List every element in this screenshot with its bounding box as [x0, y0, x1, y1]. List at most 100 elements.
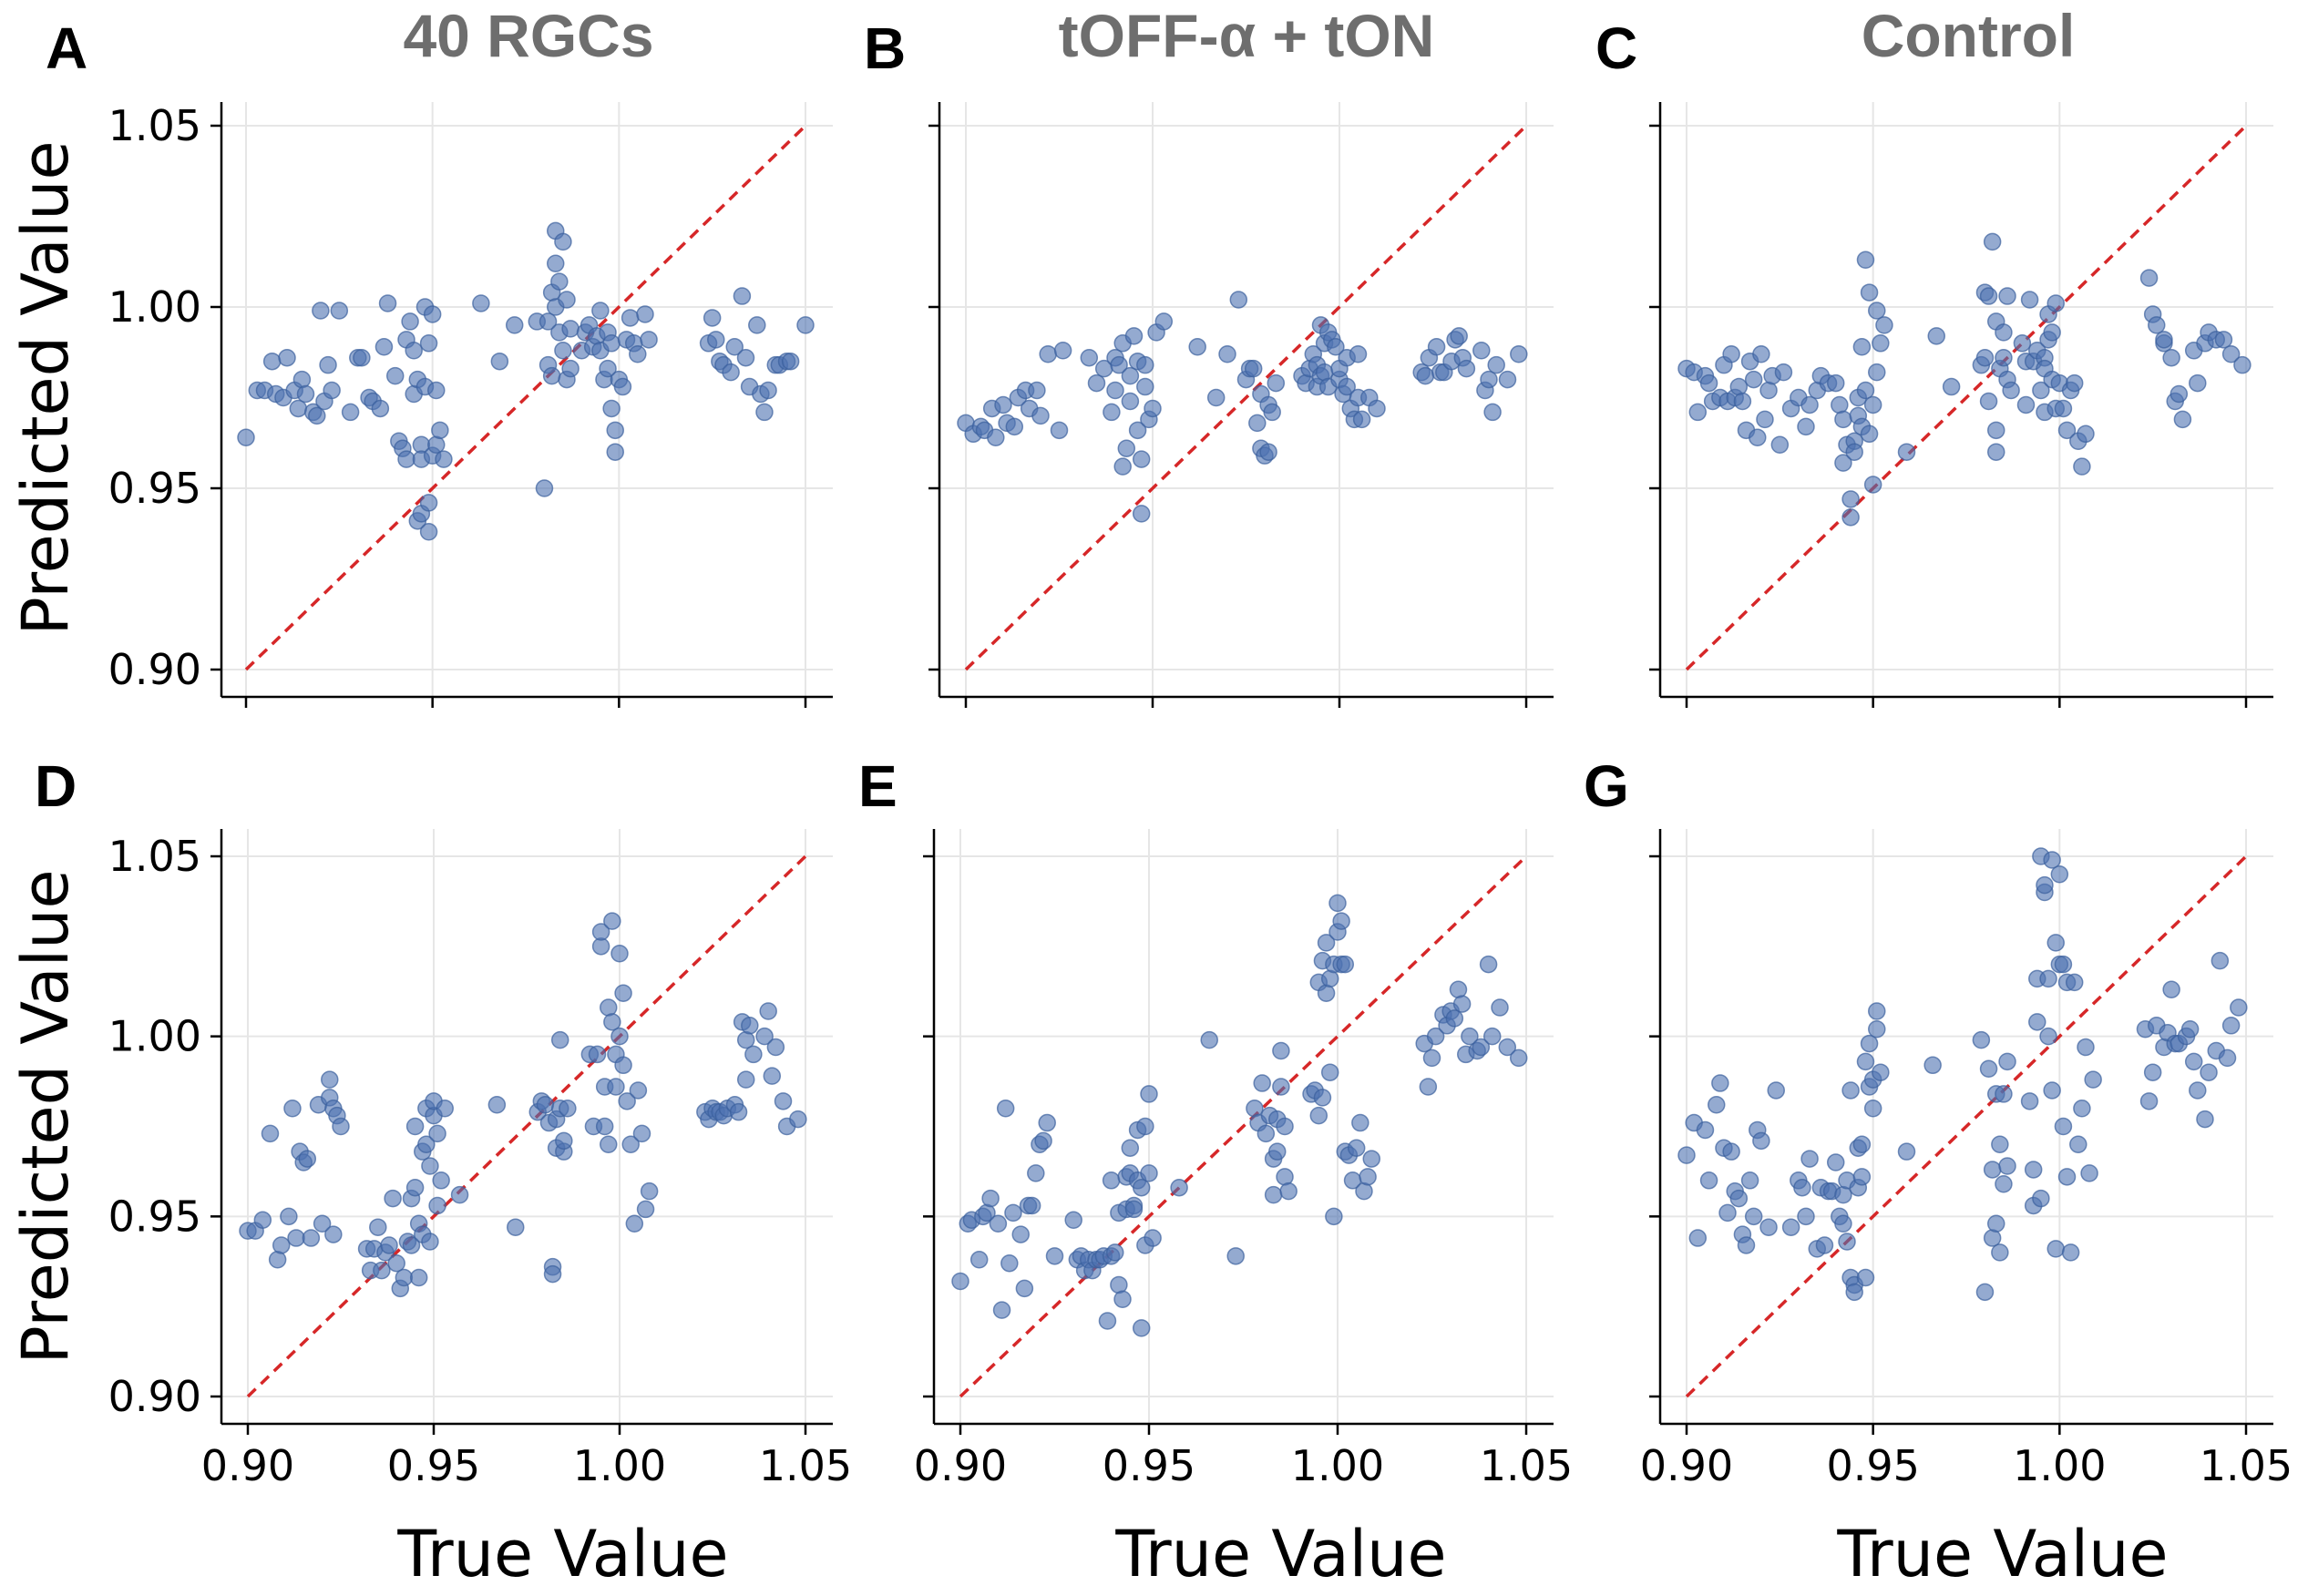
scatter-point — [1860, 425, 1879, 444]
scatter-point — [1140, 1085, 1158, 1103]
scatter-point — [2036, 875, 2054, 895]
scatter-point — [1979, 287, 1998, 305]
scatter-point — [1050, 421, 1069, 440]
y-tick-label: 0.90 — [108, 1372, 201, 1421]
scatter-point — [2046, 1240, 2065, 1258]
scatter-point — [1897, 443, 1916, 461]
scatter-point — [1015, 1279, 1034, 1298]
scatter-point — [558, 291, 576, 309]
scatter-point — [1206, 388, 1226, 407]
scatter-point — [621, 1135, 640, 1154]
identity-reference-line — [959, 854, 1528, 1398]
scatter-point — [1983, 1161, 2002, 1179]
scatter-point — [1317, 984, 1336, 1002]
scatter-point — [733, 287, 752, 305]
scatter-point — [1699, 1171, 1718, 1190]
scatter-point — [278, 348, 296, 367]
scatter-points — [1677, 232, 2252, 527]
scatter-point — [1144, 399, 1162, 418]
scatter-point — [2069, 1135, 2087, 1154]
scatter-point — [2148, 316, 2166, 334]
scatter-point — [1105, 1243, 1124, 1262]
scatter-point — [1140, 1164, 1158, 1182]
y-tick-label: 1.00 — [108, 282, 201, 332]
scatter-point — [561, 320, 580, 338]
scatter-point — [1983, 232, 2002, 251]
scatter-point — [1482, 1027, 1502, 1046]
scatter-point — [1132, 1319, 1151, 1337]
scatter-point — [1336, 955, 1355, 974]
scatter-point — [610, 1027, 629, 1046]
scatter-point — [1267, 373, 1286, 393]
scatter-point — [308, 406, 326, 425]
scatter-point — [2024, 1161, 2043, 1179]
scatter-point — [707, 331, 725, 349]
scatter-point — [1759, 381, 1778, 400]
scatter-point — [472, 294, 490, 312]
scatter-point — [2032, 1189, 2050, 1208]
scatter-point — [1102, 1171, 1121, 1190]
x-tick-label: 1.05 — [1480, 1441, 1573, 1490]
scatter-point — [1699, 373, 1718, 393]
scatter-point — [1426, 1027, 1445, 1046]
scatter-point — [2218, 1049, 2237, 1068]
panel-letter: C — [1595, 15, 1637, 81]
scatter-point — [2057, 421, 2077, 440]
scatter-point — [2162, 980, 2180, 999]
scatter-point — [419, 523, 438, 541]
scatter-point — [1328, 894, 1347, 913]
scatter-point — [2020, 1092, 2039, 1110]
scatter-point — [987, 428, 1005, 447]
scatter-point — [384, 1189, 402, 1208]
x-tick-label: 0.95 — [1103, 1441, 1195, 1490]
scatter-point — [729, 1102, 748, 1121]
scatter-point — [1098, 1312, 1117, 1330]
scatter-point — [319, 355, 337, 374]
scatter-point — [450, 1185, 469, 1204]
scatter-point — [332, 1117, 350, 1136]
scatter-point — [1800, 395, 1819, 414]
grid — [221, 829, 833, 1424]
scatter-point — [1121, 366, 1140, 385]
scatter-point — [2065, 373, 2084, 393]
scatter-point — [1457, 359, 1476, 378]
scatter-point — [703, 309, 722, 327]
scatter-point — [744, 1045, 763, 1064]
scatter-point — [1422, 1049, 1441, 1068]
scatter-point — [1868, 1020, 1886, 1038]
scatter-point — [292, 370, 312, 389]
scatter-point — [2143, 1063, 2162, 1081]
scatter-point — [1756, 410, 1774, 429]
scatter-point — [1244, 359, 1263, 378]
scatter-point — [1034, 1131, 1052, 1151]
x-axis-label-2: True Value — [1114, 1517, 1446, 1591]
scatter-point — [1427, 338, 1446, 356]
scatter-point — [1800, 1150, 1819, 1168]
scatter-point — [1759, 1218, 1778, 1236]
scatter-point — [1309, 1106, 1328, 1125]
scatter-point — [606, 443, 624, 461]
scatter-point — [431, 421, 449, 440]
scatter-point — [2028, 1013, 2046, 1031]
scatter-point — [312, 302, 330, 320]
scatter-point — [371, 399, 390, 418]
scatter-point — [629, 1081, 648, 1100]
scatter-point — [1781, 1218, 1800, 1236]
scatter-point — [1170, 1178, 1188, 1197]
scatter-point — [1927, 327, 1946, 345]
scatter-point — [427, 381, 446, 400]
scatter-point — [487, 1096, 507, 1114]
scatter-point — [1338, 377, 1356, 396]
scatter-point — [1445, 1009, 1464, 1028]
scatter-point — [591, 302, 610, 320]
scatter-point — [736, 348, 755, 367]
scatter-point — [1113, 1290, 1132, 1309]
scatter-point — [298, 1150, 317, 1168]
scatter-point — [2084, 1070, 2102, 1089]
scatter-point — [2016, 395, 2036, 414]
scatter-point — [1991, 1243, 2009, 1262]
scatter-point — [401, 312, 419, 331]
scatter-point — [1472, 342, 1491, 360]
scatter-point — [1860, 283, 1879, 302]
scatter-point — [1416, 366, 1435, 385]
